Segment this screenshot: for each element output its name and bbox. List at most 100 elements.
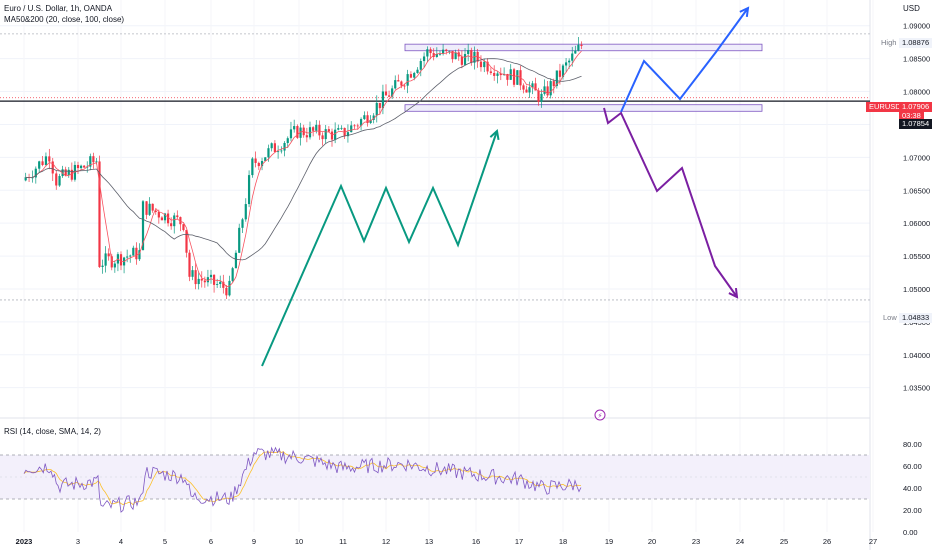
candle-body — [442, 49, 445, 54]
time-tick-label: 10 — [295, 537, 303, 546]
zones — [404, 43, 763, 112]
last-price-badge: 1.07906 — [899, 102, 932, 112]
rsi-tick-label: 40.00 — [903, 484, 922, 493]
low-label: Low — [883, 313, 897, 322]
candle-body — [486, 61, 489, 72]
candle-body — [340, 127, 343, 129]
candle-body — [555, 70, 558, 87]
candle-body — [438, 53, 442, 55]
candle-body — [296, 126, 299, 138]
candle-body — [552, 81, 555, 87]
candle-body — [188, 252, 191, 277]
candle-body — [324, 129, 327, 140]
candle-body — [173, 215, 176, 227]
candle-body — [231, 268, 234, 281]
moving-averages — [25, 50, 582, 288]
candle-body — [315, 124, 318, 131]
candle-body — [101, 265, 104, 267]
candle-body — [107, 253, 110, 257]
time-tick-label: 2023 — [16, 537, 33, 546]
high-label: High — [881, 38, 897, 47]
candle-body — [334, 129, 337, 140]
candle-body — [257, 162, 260, 167]
rsi-tick-label: 60.00 — [903, 462, 922, 471]
candle-body — [454, 52, 457, 60]
price-tick-label: 1.05000 — [903, 285, 930, 294]
candle-body — [540, 93, 543, 102]
event-icon[interactable]: ⚡ — [594, 409, 606, 421]
symbol-title[interactable]: Euro / U.S. Dollar, 1h, OANDA — [4, 4, 113, 13]
candle-body — [280, 150, 283, 152]
candle-body — [353, 125, 356, 127]
candle-body — [409, 74, 413, 78]
candle-body — [289, 129, 293, 139]
candle-body — [55, 173, 58, 186]
candle-body — [531, 83, 534, 88]
candle-body — [346, 132, 350, 137]
zone-box — [404, 43, 763, 52]
candle-body — [537, 90, 540, 102]
candle-body — [95, 161, 98, 163]
zone-box — [404, 104, 763, 112]
time-tick-label: 6 — [209, 537, 213, 546]
candle-body — [568, 60, 571, 63]
candle-body — [163, 213, 167, 221]
candle-body — [499, 73, 502, 76]
candle-body — [378, 102, 381, 109]
time-tick-label: 27 — [869, 537, 877, 546]
candle-body — [170, 223, 173, 227]
candle-body — [126, 256, 129, 258]
candle-body — [512, 69, 516, 85]
candle-body — [330, 131, 334, 140]
rsi-band — [0, 454, 870, 500]
rsi-tick-label: 0.00 — [903, 528, 918, 537]
rsi-axis-ticks: 80.00 60.00 40.00 20.00 0.00 — [903, 440, 922, 537]
candle-body — [577, 44, 580, 51]
candle-body — [225, 287, 228, 296]
ma-100-line — [25, 58, 582, 261]
candle-body — [92, 156, 95, 163]
blue-projection-arrowhead — [739, 6, 750, 18]
candle-body — [406, 74, 409, 86]
candle-body — [375, 102, 378, 116]
candle-body — [70, 169, 73, 180]
candle-body — [416, 69, 419, 73]
candle-body — [273, 143, 276, 153]
candle-body — [356, 125, 359, 127]
candle-body — [400, 81, 403, 86]
candle-body — [73, 164, 77, 180]
candle-body — [34, 168, 37, 178]
candle-body — [79, 165, 83, 169]
candle-body — [157, 211, 160, 218]
time-tick-label: 4 — [119, 537, 123, 546]
ma-legend[interactable]: MA50&200 (20, close, 100, close) — [4, 15, 125, 24]
candle-body — [51, 161, 54, 174]
candle-body — [483, 61, 486, 68]
candle-body — [419, 61, 422, 70]
price-tick-label: 1.03500 — [903, 384, 930, 393]
price-tick-label: 1.05500 — [903, 252, 930, 261]
candle-body — [41, 161, 44, 166]
candle-body — [564, 62, 568, 66]
time-tick-label: 5 — [163, 537, 167, 546]
purple-projection-path — [603, 107, 738, 298]
low-value: 1.04833 — [899, 313, 932, 323]
candle-body — [528, 87, 531, 93]
rsi-tick-label: 20.00 — [903, 506, 922, 515]
candle-body — [135, 247, 138, 260]
candle-body — [254, 158, 257, 163]
price-tick-label: 1.04000 — [903, 351, 930, 360]
candle-body — [89, 156, 92, 167]
candle-body — [219, 281, 222, 285]
candle-body — [119, 254, 123, 266]
rsi-legend[interactable]: RSI (14, close, SMA, 14, 2) — [4, 427, 101, 436]
candle-body — [448, 50, 451, 52]
price-tick-label: 1.06000 — [903, 219, 930, 228]
candle-body — [44, 156, 48, 166]
candle-body — [247, 175, 251, 205]
candle-body — [318, 124, 321, 136]
candle-body — [397, 80, 400, 82]
candle-body — [222, 281, 225, 288]
projection-paths — [261, 6, 750, 367]
